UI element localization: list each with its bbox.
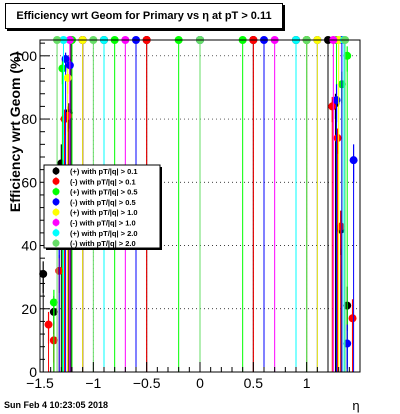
x-tick-label: −1.5 <box>26 375 54 391</box>
legend-label: (-) with pT/|q| > 1.0 <box>70 219 136 228</box>
y-axis-label: Efficiency wrt Geom (%) <box>7 52 23 212</box>
x-tick-label: 0.5 <box>244 375 264 391</box>
y-tick-label: 80 <box>21 111 37 127</box>
x-axis-label: η <box>352 398 359 413</box>
data-point <box>333 134 342 143</box>
x-tick-label: −0.5 <box>133 375 161 391</box>
legend-label: (+) with pT/|q| > 0.5 <box>70 188 138 197</box>
legend-marker <box>52 219 60 226</box>
legend-entry: (+) with pT/|q| > 0.1 <box>52 167 138 176</box>
x-tick-label: −1 <box>85 375 101 391</box>
y-tick-label: 0 <box>29 364 37 380</box>
data-point <box>39 269 48 278</box>
y-tick-label: 20 <box>21 301 37 317</box>
timestamp-footer: Sun Feb 4 10:23:05 2018 <box>4 400 109 410</box>
legend-entry: (+) with pT/|q| > 1.0 <box>52 208 138 217</box>
legend-marker <box>52 188 60 196</box>
legend-label: (+) with pT/|q| > 0.1 <box>70 167 138 176</box>
legend-marker <box>52 167 60 175</box>
data-point <box>348 314 357 323</box>
legend-label: (-) with pT/|q| > 2.0 <box>70 239 136 248</box>
data-point <box>58 64 67 73</box>
legend-label: (-) with pT/|q| > 0.1 <box>70 177 136 186</box>
legend-entry: (-) with pT/|q| > 0.5 <box>52 197 136 207</box>
chart-title-box: Efficiency wrt Geom for Primary vs η at … <box>5 3 283 29</box>
y-tick-label: 40 <box>21 238 37 254</box>
data-point <box>63 73 72 82</box>
legend: (+) with pT/|q| > 0.1(-) with pT/|q| > 0… <box>43 164 162 250</box>
legend-label: (+) with pT/|q| > 2.0 <box>70 229 138 238</box>
data-point <box>44 320 53 329</box>
x-tick-label: 0 <box>196 375 204 391</box>
legend-label: (+) with pT/|q| > 1.0 <box>70 208 138 217</box>
legend-marker <box>52 198 60 206</box>
legend-entry: (-) with pT/|q| > 0.1 <box>52 177 136 186</box>
x-tick-label: 1 <box>303 375 311 391</box>
y-tick-label: 60 <box>21 174 37 190</box>
legend-marker <box>52 177 60 185</box>
legend-entry: (-) with pT/|q| > 1.0 <box>52 218 136 228</box>
axes: −1.5 −1 −0.5 0 0.5 1 0 20 40 60 80 100 <box>14 42 361 391</box>
chart-title: Efficiency wrt Geom for Primary vs η at … <box>16 10 272 22</box>
legend-entry: (-) with pT/|q| > 2.0 <box>52 239 136 248</box>
legend-entry: (+) with pT/|q| > 0.5 <box>52 187 138 197</box>
data-point <box>49 298 58 307</box>
legend-label: (-) with pT/|q| > 0.5 <box>70 198 136 207</box>
y-tick-label: 100 <box>14 48 38 64</box>
legend-marker <box>52 229 60 237</box>
legend-box <box>43 164 161 249</box>
legend-entry: (+) with pT/|q| > 2.0 <box>52 228 138 238</box>
data-point <box>349 156 358 165</box>
data-point <box>328 102 337 111</box>
legend-marker <box>52 239 60 247</box>
legend-marker <box>52 208 60 216</box>
